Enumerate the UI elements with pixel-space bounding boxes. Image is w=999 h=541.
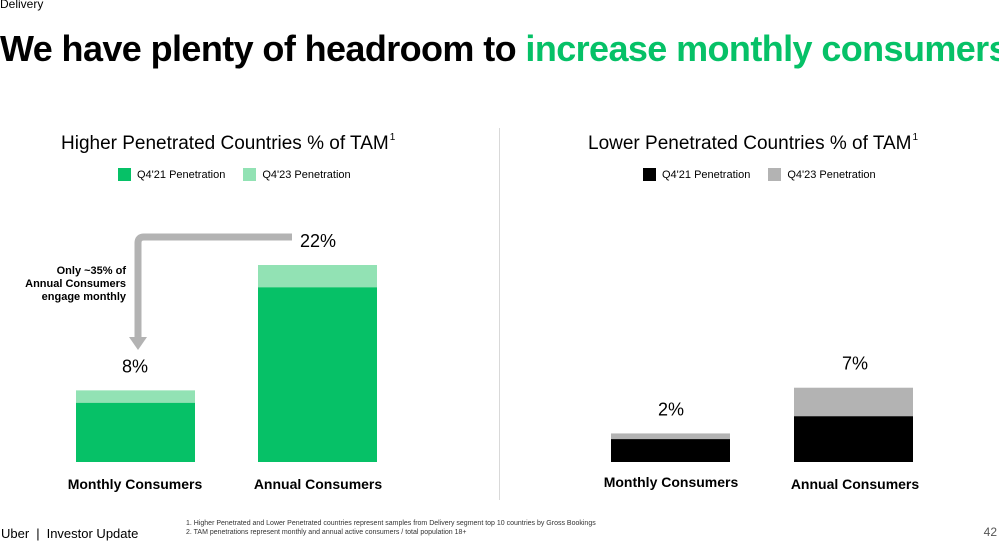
legend-swatch-dark-green [118,168,131,181]
legend-item-q421: Q4'21 Penetration [118,168,225,181]
right-chart-title: Lower Penetrated Countries % of TAM1 [588,132,919,154]
footer-subtitle: Investor Update [46,526,139,541]
category-label: Monthly Consumers [604,474,739,490]
category-label: Annual Consumers [791,476,920,492]
footnote-1: 1. Higher Penetrated and Lower Penetrate… [186,520,596,527]
data-label: 8% [122,356,148,376]
callout-text: Only ~35% of Annual Consumers engage mon… [25,265,126,303]
bar-q421-annual-consumers [258,287,377,462]
footnote-2: 2. TAM penetrations represent monthly an… [186,529,467,536]
left-chart-legend: Q4'21 Penetration Q4'23 Penetration [118,168,369,181]
section-label: Delivery [0,0,44,11]
category-label: Annual Consumers [254,476,383,492]
title-accent: increase monthly consumers [525,28,999,69]
legend-item-q421: Q4'21 Penetration [643,168,750,181]
bar-q421-annual-consumers [794,416,913,462]
title-plain: We have plenty of headroom to [0,28,526,69]
legend-swatch-gray [768,168,782,181]
right-chart-legend: Q4'21 Penetration Q4'23 Penetration [643,168,894,181]
page-number: 42 [983,525,997,539]
footer-brand: Uber | Investor Update [1,526,139,541]
chart-divider [499,128,500,500]
page-title: We have plenty of headroom to increase m… [0,28,999,70]
legend-item-q423: Q4'23 Penetration [768,168,876,181]
legend-swatch-light-green [243,168,257,181]
brand-name: Uber [1,526,30,541]
bar-q421-monthly-consumers [611,439,730,462]
data-label: 2% [658,399,684,419]
left-chart-title: Higher Penetrated Countries % of TAM1 [61,132,396,154]
data-label: 7% [842,354,868,374]
legend-item-q423: Q4'23 Penetration [243,168,351,181]
footnotes: 1. Higher Penetrated and Lower Penetrate… [186,519,596,537]
callout-arrow [134,233,292,339]
legend-swatch-black [643,168,656,181]
arrow-down-icon [129,337,147,350]
data-label: 22% [300,231,336,251]
bar-q421-monthly-consumers [76,402,195,462]
category-label: Monthly Consumers [68,476,203,492]
